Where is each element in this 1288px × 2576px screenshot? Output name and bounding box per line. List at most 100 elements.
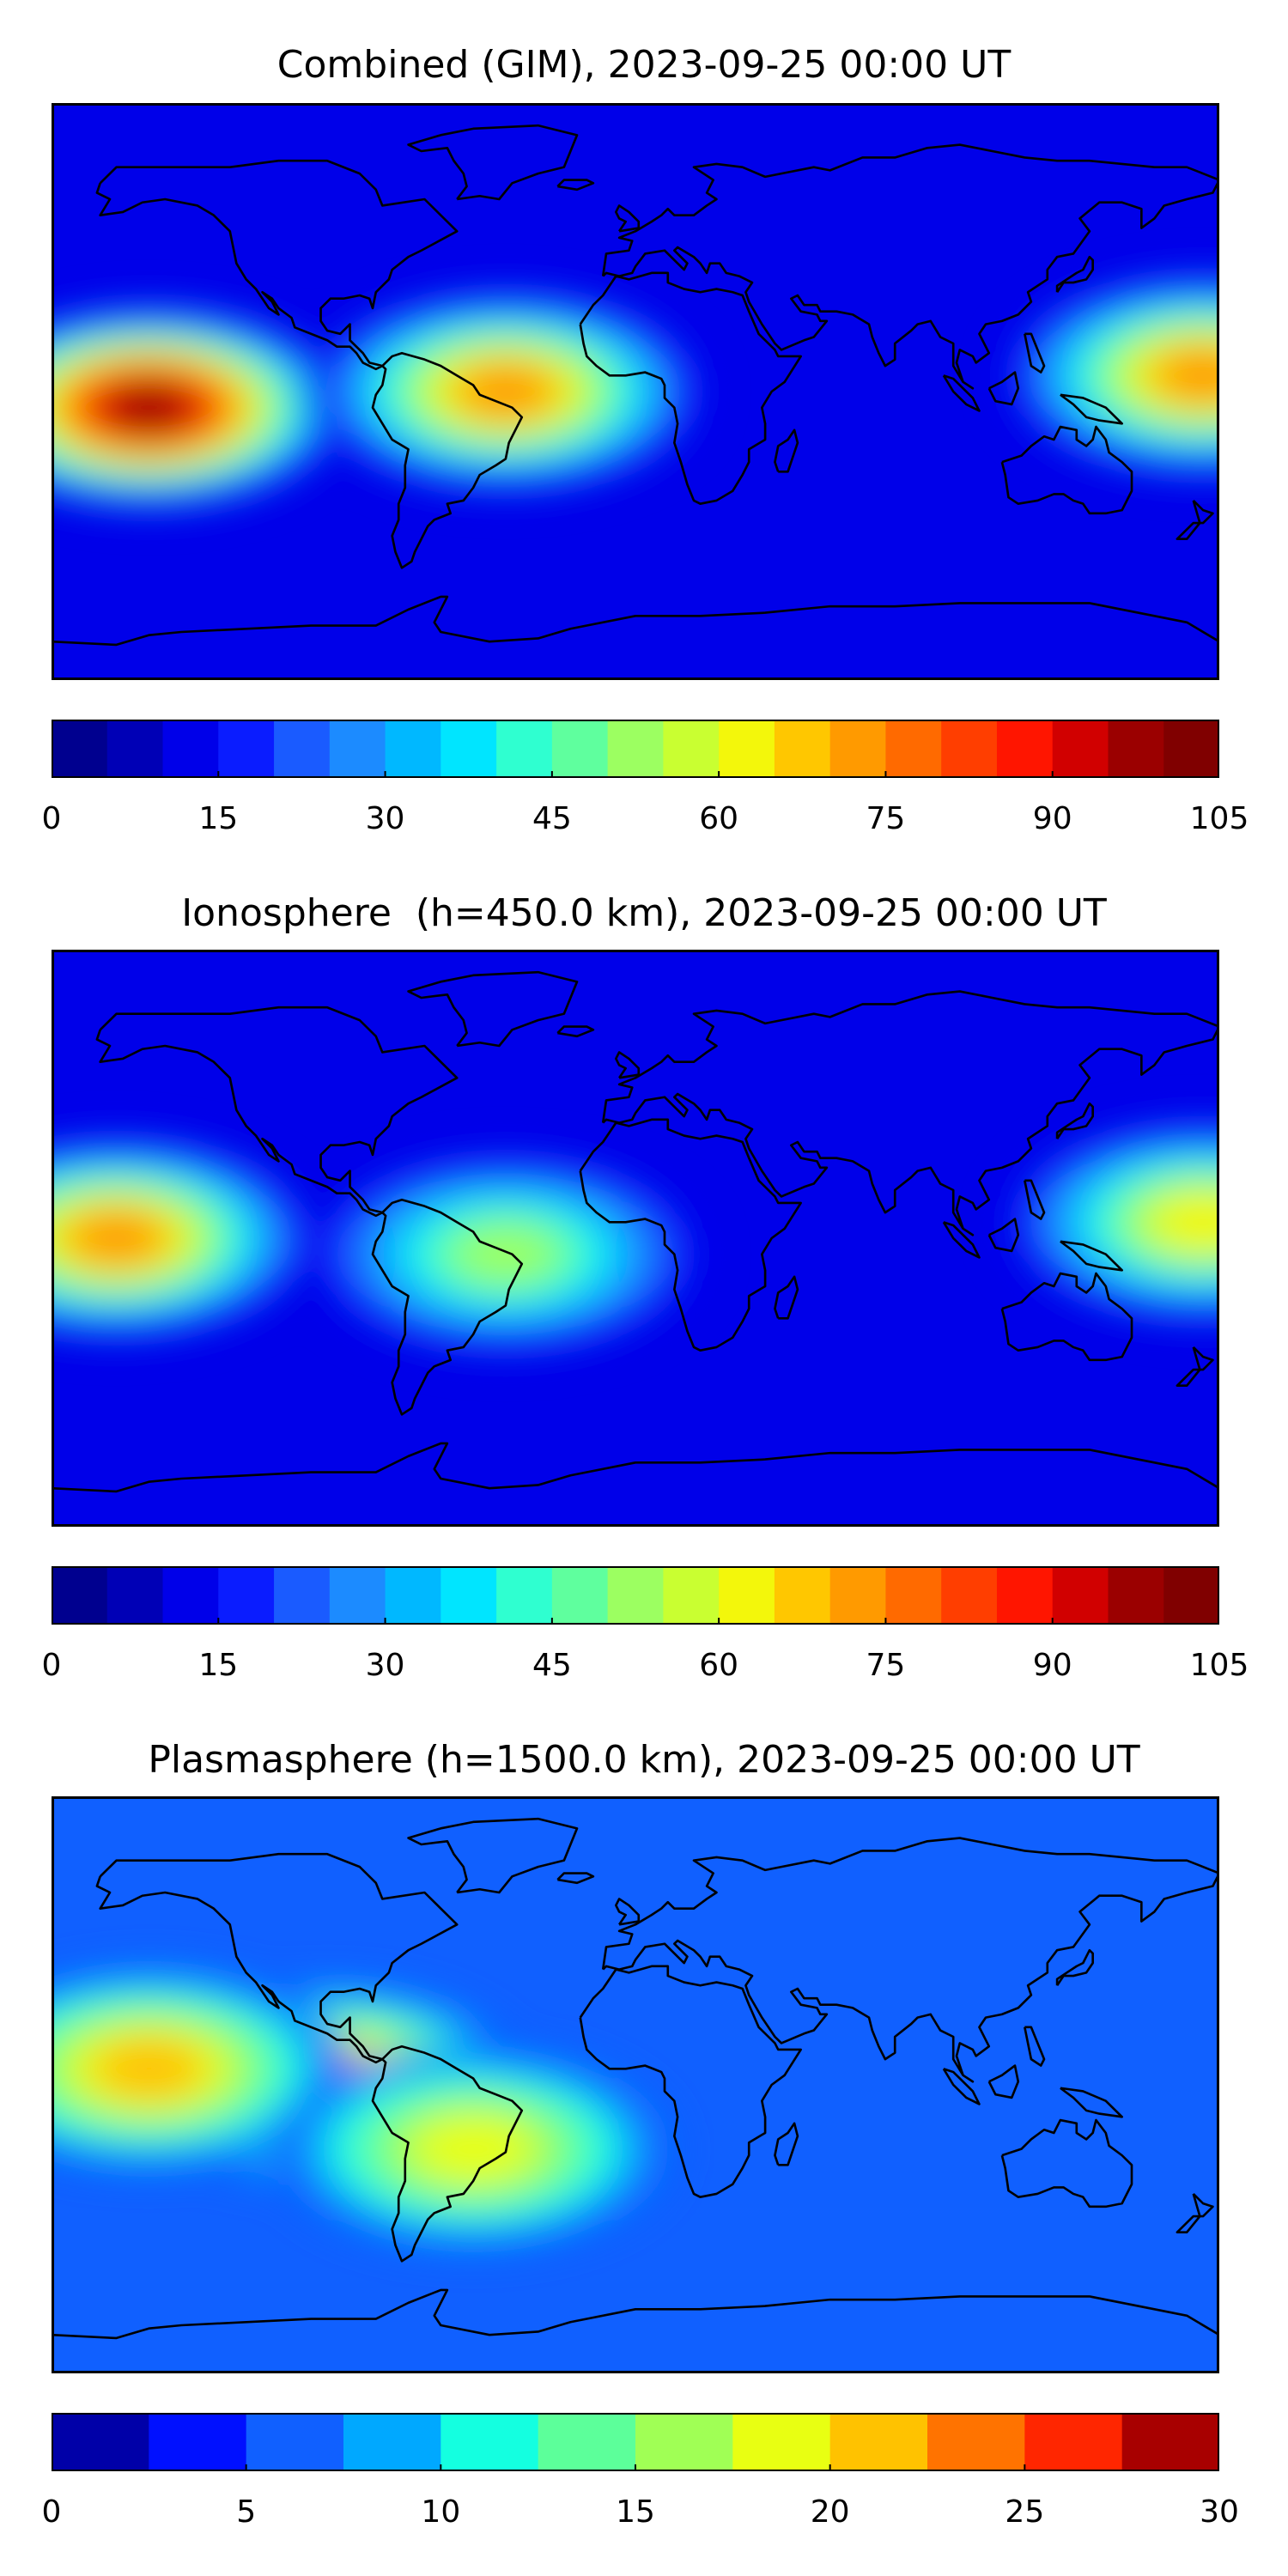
colorbar-swatch [719, 1566, 775, 1625]
colorbar-tick-label: 75 [866, 801, 906, 836]
coastline [52, 1442, 1219, 1493]
colorbar-tick-label: 60 [699, 801, 739, 836]
colorbar-plasmasphere [52, 2413, 1219, 2471]
colorbar-tick-label: 15 [198, 1648, 239, 1683]
coastline [1024, 332, 1046, 374]
coastline [556, 179, 595, 191]
coastline [1176, 500, 1214, 541]
colorbar-swatch [385, 1566, 441, 1625]
colorbar-swatch [663, 1566, 720, 1625]
colorbar-ionosphere [52, 1566, 1219, 1625]
colorbar-tick-labels-plasmasphere: 0 5 10 15 20 25 30 [42, 2494, 1239, 2530]
coastline [556, 1872, 595, 1885]
coastline [371, 2044, 524, 2263]
colorbar-swatch [774, 1566, 831, 1625]
coastline [987, 2064, 1020, 2099]
colorbar-swatch [246, 2413, 344, 2471]
colorbar-swatch [440, 1566, 497, 1625]
coastline [95, 1852, 459, 2064]
colorbar-swatch [149, 2413, 247, 2471]
colorbar-swatch [274, 1566, 331, 1625]
colorbar-swatch [385, 720, 441, 778]
colorbar-frame [52, 1566, 1219, 1625]
colorbar-swatch [635, 2413, 733, 2471]
coastline [615, 1898, 641, 1926]
map-frame [52, 950, 1219, 1527]
colorbar-tick-label: 45 [532, 801, 572, 836]
colorbar-swatch [440, 720, 497, 778]
colorbar-tick-label: 30 [1200, 2494, 1239, 2530]
colorbar-swatch [774, 720, 831, 778]
colorbar-swatch [551, 720, 609, 778]
colorbar-swatch [996, 1566, 1054, 1625]
colorbar-swatch [218, 720, 275, 778]
coastline [52, 595, 1219, 647]
colorbar-swatch [885, 720, 942, 778]
coastline [774, 2122, 799, 2166]
coastline [942, 1221, 981, 1259]
colorbar-swatch [551, 1566, 609, 1625]
colorbar-swatch [1163, 720, 1219, 778]
colorbar-swatch [607, 720, 664, 778]
colorbar-swatch [1052, 720, 1109, 778]
coastline [774, 428, 799, 473]
map-frame [52, 103, 1219, 680]
panel-title-plasmasphere: Plasmasphere (h=1500.0 km), 2023-09-25 0… [148, 1738, 1140, 1782]
coastline [95, 1005, 459, 1218]
coastline [987, 371, 1020, 406]
colorbar-swatch [496, 1566, 553, 1625]
colorbar-tick-label: 20 [810, 2494, 850, 2530]
coastline [1000, 1272, 1133, 1362]
colorbar-swatch [829, 1566, 886, 1625]
colorbar-frame [52, 720, 1219, 778]
colorbar-tick-label: 30 [365, 1648, 405, 1683]
map-frame [52, 1796, 1219, 2373]
panel-title-ionosphere: Ionosphere (h=450.0 km), 2023-09-25 00:0… [181, 891, 1107, 935]
coastline [601, 1837, 1219, 2083]
colorbar-swatch [274, 720, 331, 778]
colorbar-tick-label: 5 [236, 2494, 257, 2530]
coastline [942, 374, 981, 412]
colorbar-swatch [106, 1566, 164, 1625]
colorbar-swatch [329, 720, 386, 778]
colorbar-swatch [607, 1566, 664, 1625]
colorbar-tick-label: 15 [198, 801, 239, 836]
coastline [1055, 255, 1094, 293]
colorbar-tick-label: 30 [365, 801, 405, 836]
coastline [1060, 393, 1123, 425]
colorbar-swatch [496, 720, 553, 778]
colorbar-swatch [1052, 1566, 1109, 1625]
colorbar-swatch [927, 2413, 1025, 2471]
colorbar-tick-labels-ionosphere: 0 15 30 45 60 75 90 105 [42, 1648, 1249, 1683]
colorbar-tick-label: 0 [41, 2494, 62, 2530]
colorbar-tick-label: 75 [866, 1648, 906, 1683]
coastline [407, 124, 579, 201]
coastline [1060, 2087, 1123, 2118]
coastline [774, 1275, 799, 1320]
coastline [1000, 425, 1133, 515]
coastline [601, 143, 1219, 390]
contour-level [460, 366, 551, 417]
colorbar-swatch [941, 720, 998, 778]
colorbar-swatch [829, 720, 886, 778]
colorbar-swatch [538, 2413, 636, 2471]
coastline [556, 1025, 595, 1038]
colorbar-tick-label: 15 [616, 2494, 655, 2530]
colorbar-swatch [1108, 1566, 1164, 1625]
colorbar-swatch [1163, 1566, 1219, 1625]
colorbar-tick-label: 105 [1189, 801, 1249, 836]
coastline [987, 1218, 1020, 1253]
map-plasmasphere [52, 1796, 1219, 2373]
colorbar-swatch [52, 1566, 108, 1625]
colorbar-tick-label: 90 [1032, 801, 1072, 836]
colorbar-swatch [941, 1566, 998, 1625]
coastline [95, 159, 459, 371]
colorbar-tick-label: 0 [41, 801, 62, 836]
colorbar-tick-label: 90 [1032, 1648, 1072, 1683]
contour-level [70, 1212, 162, 1264]
coastline [1055, 1102, 1094, 1139]
coastline [579, 1965, 802, 2198]
colorbar-swatch [663, 720, 720, 778]
colorbar-tick-label: 0 [41, 1648, 62, 1683]
coastline [579, 1118, 802, 1352]
